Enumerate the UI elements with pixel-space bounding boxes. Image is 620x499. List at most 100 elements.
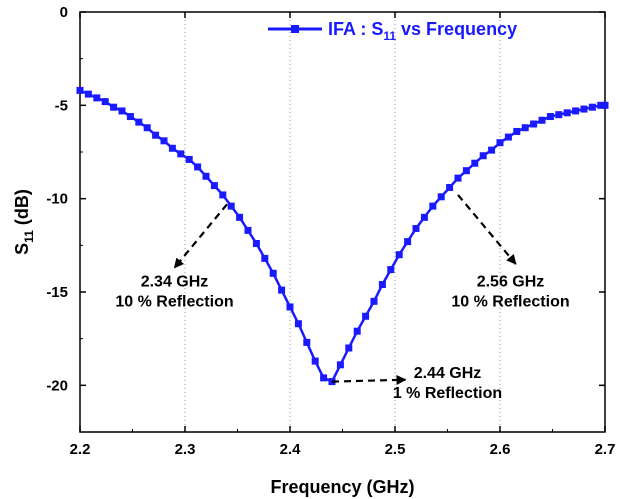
- annotation-arrow: [173, 203, 228, 269]
- data-point: [454, 174, 462, 182]
- data-point: [471, 159, 479, 167]
- data-point: [210, 182, 218, 190]
- data-point: [572, 107, 580, 115]
- annotation-arrow: [331, 374, 407, 385]
- data-point: [194, 163, 202, 171]
- data-point: [378, 281, 386, 289]
- y-tick-label: -5: [55, 97, 68, 114]
- y-axis-label-main: S: [12, 243, 32, 255]
- legend-label: IFA : S11 vs Frequency: [328, 19, 517, 43]
- data-point: [530, 120, 538, 128]
- data-point: [420, 213, 428, 221]
- data-point: [286, 303, 294, 311]
- data-point: [521, 124, 529, 132]
- data-point: [252, 239, 260, 247]
- data-point: [588, 103, 596, 111]
- y-axis-label-unit: (dB): [12, 189, 32, 230]
- data-point: [101, 98, 109, 106]
- annotation-label: 2.44 GHz: [414, 365, 482, 382]
- data-point: [303, 338, 311, 346]
- y-tick-label: -10: [46, 191, 68, 208]
- data-point: [370, 297, 378, 305]
- annotation-label: 2.34 GHz: [141, 273, 209, 290]
- data-point: [404, 238, 412, 246]
- data-point: [160, 137, 168, 145]
- data-point: [118, 107, 126, 115]
- data-point: [563, 109, 571, 117]
- data-point: [126, 113, 134, 121]
- legend-marker: [291, 25, 299, 33]
- data-point: [597, 101, 605, 109]
- data-point: [387, 266, 395, 274]
- data-point: [278, 286, 286, 294]
- data-point: [311, 357, 319, 365]
- data-point: [227, 202, 235, 210]
- y-tick-label: 0: [60, 4, 68, 21]
- data-point: [84, 90, 92, 98]
- series-line: [79, 89, 605, 384]
- data-point: [177, 150, 185, 158]
- data-point: [429, 202, 437, 210]
- data-point: [168, 144, 176, 152]
- ticks: 2.2 2.3 2.4 2.5 2.6 2.7 0 -5 -10 -15 -20: [46, 4, 615, 458]
- data-point: [152, 131, 160, 139]
- x-tick-label: 2.4: [280, 441, 302, 458]
- data-point: [110, 103, 118, 111]
- data-point: [504, 133, 512, 141]
- annotation-label: 10 % Reflection: [115, 293, 233, 310]
- x-tick-label: 2.7: [595, 441, 616, 458]
- data-point: [488, 146, 496, 154]
- annotations: 2.34 GHz 10 % Reflection 2.56 GHz 10 % Refl…: [115, 194, 570, 402]
- data-point: [513, 127, 521, 135]
- annotation-arrow: [457, 194, 517, 265]
- data-point: [336, 361, 344, 369]
- x-axis-label: Frequency (GHz): [270, 477, 414, 497]
- data-point: [446, 183, 454, 191]
- legend-label-sub: 11: [383, 29, 396, 43]
- data-point: [294, 320, 302, 328]
- data-point: [236, 213, 244, 221]
- x-tick-label: 2.6: [490, 441, 511, 458]
- data-point: [93, 94, 101, 102]
- x-tick-label: 2.5: [385, 441, 406, 458]
- data-point: [185, 155, 193, 163]
- data-point: [135, 118, 143, 126]
- data-point: [320, 374, 328, 382]
- data-point: [353, 327, 361, 335]
- data-point: [462, 167, 470, 175]
- x-tick-label: 2.3: [175, 441, 196, 458]
- legend-label-prefix: IFA : S: [328, 19, 383, 39]
- data-point: [143, 124, 151, 132]
- data-point: [412, 225, 420, 233]
- data-point: [219, 191, 227, 199]
- plot-frame: [79, 11, 606, 433]
- annotation-label: 1 % Reflection: [393, 385, 502, 402]
- y-axis-label-sub: 11: [22, 230, 36, 243]
- data-point: [261, 254, 269, 262]
- data-point: [345, 344, 353, 352]
- data-point: [601, 101, 609, 109]
- y-axis-label: S11 (dB): [12, 189, 36, 255]
- data-point: [555, 111, 563, 119]
- legend-label-suffix: vs Frequency: [396, 19, 517, 39]
- data-point: [437, 193, 445, 201]
- data-point: [479, 152, 487, 160]
- data-point: [538, 116, 546, 124]
- annotation-label: 10 % Reflection: [451, 293, 569, 310]
- data-point: [580, 105, 588, 113]
- series: [76, 86, 609, 386]
- annotation-label: 2.56 GHz: [477, 273, 545, 290]
- data-point: [546, 113, 554, 121]
- data-point: [76, 86, 84, 94]
- y-tick-label: -15: [46, 284, 68, 301]
- data-point: [395, 251, 403, 259]
- legend: IFA : S11 vs Frequency: [268, 19, 517, 43]
- data-point: [244, 226, 252, 234]
- data-point: [269, 269, 277, 277]
- x-tick-label: 2.2: [70, 441, 91, 458]
- data-point: [202, 172, 210, 180]
- data-point: [496, 139, 504, 147]
- data-point: [362, 312, 370, 320]
- y-tick-label: -20: [46, 377, 68, 394]
